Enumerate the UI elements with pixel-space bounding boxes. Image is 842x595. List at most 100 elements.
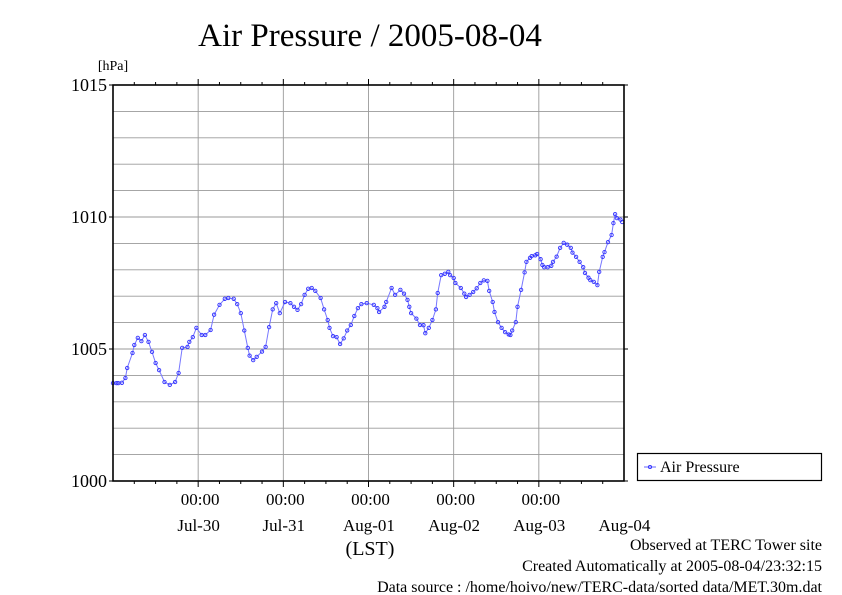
data-point	[435, 290, 440, 296]
data-point	[384, 299, 389, 305]
series-air-pressure	[110, 211, 625, 388]
data-point	[345, 328, 350, 333]
data-point	[135, 335, 140, 341]
data-point	[611, 220, 616, 226]
data-point	[172, 379, 178, 385]
data-point	[139, 338, 144, 344]
data-point	[614, 215, 620, 221]
data-point	[162, 379, 167, 385]
data-point	[581, 265, 586, 270]
data-point	[327, 325, 332, 331]
data-point	[430, 317, 435, 323]
data-point	[259, 349, 265, 354]
data-point	[471, 289, 476, 295]
data-point	[549, 263, 554, 268]
data-point	[565, 242, 570, 247]
data-point	[414, 316, 419, 321]
data-point	[277, 310, 282, 316]
data-point	[550, 259, 556, 265]
data-point	[187, 339, 192, 345]
data-point	[442, 271, 447, 276]
data-point	[421, 323, 426, 328]
data-point	[288, 300, 293, 306]
data-point	[114, 380, 119, 386]
y-tick-labels: 1000 1005 1010 1015	[71, 75, 107, 491]
data-point	[130, 350, 135, 356]
data-point	[295, 307, 300, 313]
data-point	[398, 287, 403, 293]
data-point	[302, 292, 307, 298]
data-point	[263, 344, 268, 350]
data-point	[524, 259, 529, 265]
x-axis-label: (LST)	[346, 538, 395, 560]
data-point	[123, 375, 128, 381]
legend-box	[636, 452, 823, 482]
data-point	[270, 307, 275, 312]
data-point	[334, 334, 339, 340]
data-point	[341, 336, 346, 341]
data-point	[495, 319, 501, 325]
data-point	[508, 332, 513, 338]
y-axis-unit-label: [hPa]	[98, 59, 128, 74]
data-point	[132, 342, 137, 348]
data-point	[235, 301, 240, 307]
data-point	[375, 305, 380, 311]
data-point	[203, 332, 208, 338]
data-point	[142, 332, 148, 338]
data-point	[318, 295, 323, 301]
x-tick-date-label: Aug-04	[598, 516, 650, 535]
data-point	[321, 307, 327, 312]
data-point	[371, 302, 376, 308]
series-line	[113, 212, 623, 386]
x-tick-time-label: 00:00	[181, 490, 220, 509]
y-tick-label: 1000	[71, 471, 107, 491]
data-point	[313, 288, 318, 294]
data-point	[561, 240, 566, 246]
footer-observed: Observed at TERC Tower site	[630, 537, 822, 554]
data-point	[467, 292, 472, 298]
plot-frame	[112, 84, 625, 482]
data-point	[582, 270, 588, 276]
data-point	[355, 305, 361, 311]
data-point	[534, 251, 540, 257]
x-tick-time-label: 00:00	[351, 490, 390, 509]
legend-marker-swatch	[647, 464, 653, 470]
y-tick-label: 1010	[71, 207, 107, 227]
data-point	[568, 245, 573, 251]
data-point	[408, 310, 414, 316]
x-tick-date-label: Aug-03	[513, 516, 565, 535]
data-point	[382, 304, 387, 309]
data-point	[226, 295, 231, 301]
x-tick-date-label: Jul-31	[263, 516, 306, 535]
data-point	[156, 367, 162, 373]
data-point	[602, 249, 607, 255]
footer-created: Created Automatically at 2005-08-04/23:3…	[522, 558, 822, 575]
data-point	[612, 211, 618, 217]
x-tick-time-label: 00:00	[436, 490, 475, 509]
data-point	[407, 304, 412, 309]
data-point	[522, 270, 527, 275]
data-point	[591, 279, 596, 285]
data-point	[462, 291, 467, 296]
data-point	[502, 329, 508, 335]
data-point	[433, 307, 439, 312]
data-point	[337, 341, 343, 347]
data-point	[510, 328, 515, 333]
data-point	[242, 328, 247, 333]
data-point	[570, 250, 575, 255]
data-point	[426, 325, 431, 331]
data-point	[146, 339, 151, 345]
data-point	[309, 285, 314, 291]
data-point	[325, 317, 330, 323]
data-point	[401, 291, 407, 296]
data-point	[211, 312, 217, 317]
data-point	[245, 345, 250, 351]
data-point	[458, 285, 463, 291]
data-point	[247, 353, 252, 358]
data-point	[217, 302, 222, 308]
data-point	[605, 239, 611, 245]
data-point	[554, 254, 559, 259]
chart-title: Air Pressure / 2005-08-04	[198, 18, 542, 54]
x-tick-date-label: Jul-30	[177, 516, 220, 535]
data-point	[492, 309, 497, 315]
